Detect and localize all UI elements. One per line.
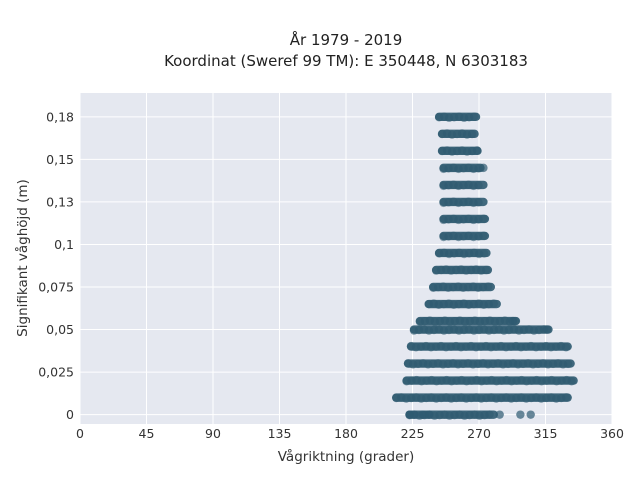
y-axis-label: Signifikant våghöjd (m) — [14, 179, 31, 337]
data-point — [481, 265, 491, 275]
y-axis-ticks: 0 0,025 0,05 0,075 0,1 0,13 0,15 0,18 — [38, 109, 74, 422]
data-point — [474, 198, 483, 207]
data-point — [479, 214, 488, 223]
chart-title-line-2: Koordinat (Sweref 99 TM): E 350448, N 63… — [164, 52, 528, 70]
x-tick-label: 180 — [334, 426, 358, 441]
x-tick-label: 360 — [600, 426, 624, 441]
y-tick-label: 0,05 — [46, 322, 74, 337]
data-point — [562, 393, 571, 402]
data-point — [483, 282, 493, 291]
data-point — [418, 410, 428, 419]
data-point — [495, 410, 504, 419]
data-point — [489, 299, 498, 308]
y-tick-label: 0,025 — [38, 365, 74, 380]
data-point — [526, 410, 535, 419]
data-point — [479, 231, 488, 240]
data-point — [508, 316, 518, 326]
y-tick-label: 0 — [66, 407, 74, 422]
data-point — [485, 410, 494, 419]
data-point — [479, 163, 488, 173]
x-axis-ticks: 0 45 90 135 180 225 270 315 360 — [76, 426, 624, 441]
data-point — [467, 129, 477, 139]
data-point — [563, 359, 573, 369]
y-tick-label: 0,18 — [46, 109, 74, 124]
data-point — [469, 112, 479, 121]
chart-title-line-1: År 1979 - 2019 — [290, 30, 403, 49]
data-point — [567, 377, 576, 386]
data-point — [424, 410, 433, 419]
y-tick-label: 0,13 — [46, 194, 74, 209]
x-tick-label: 315 — [534, 426, 558, 441]
x-tick-label: 135 — [268, 426, 292, 441]
data-point — [542, 325, 552, 334]
data-point — [479, 249, 489, 258]
x-tick-label: 90 — [205, 426, 221, 441]
y-tick-label: 0,075 — [38, 280, 74, 295]
data-point — [472, 146, 482, 155]
data-points — [392, 112, 578, 420]
x-axis-label: Vågriktning (grader) — [278, 448, 415, 465]
y-tick-label: 0,15 — [46, 152, 74, 167]
x-tick-label: 270 — [467, 426, 491, 441]
data-point — [516, 410, 525, 419]
data-point — [409, 410, 419, 419]
x-tick-label: 225 — [401, 426, 425, 441]
x-tick-label: 45 — [139, 426, 155, 441]
y-tick-label: 0,1 — [54, 237, 74, 252]
data-point — [561, 343, 571, 352]
data-point — [474, 181, 483, 190]
x-tick-label: 0 — [76, 426, 84, 441]
